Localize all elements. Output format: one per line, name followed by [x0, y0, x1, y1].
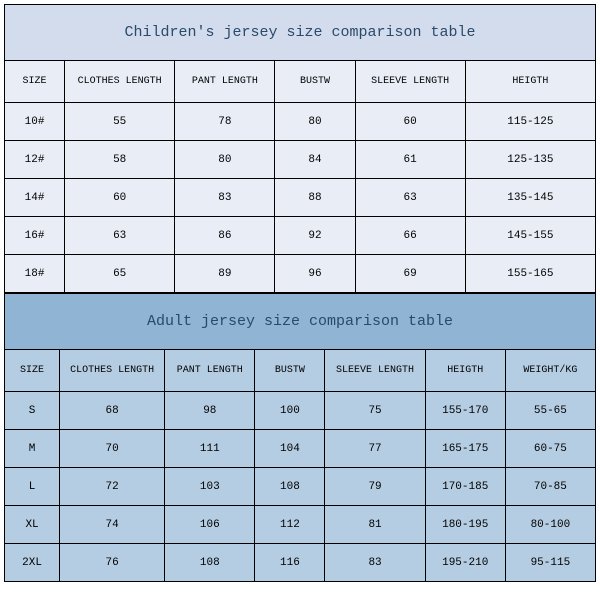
cell: 61 — [355, 141, 465, 179]
cell: 60 — [355, 103, 465, 141]
children-header-row: SIZECLOTHES LENGTHPANT LENGTHBUSTWSLEEVE… — [5, 61, 596, 103]
cell: 155-165 — [465, 255, 595, 293]
cell: 125-135 — [465, 141, 595, 179]
cell: 66 — [355, 217, 465, 255]
cell: 83 — [325, 544, 425, 582]
cell: 63 — [65, 217, 175, 255]
cell: 78 — [175, 103, 275, 141]
cell: 155-170 — [425, 392, 505, 430]
cell: 83 — [175, 179, 275, 217]
cell: 70-85 — [505, 468, 595, 506]
cell: 89 — [175, 255, 275, 293]
col-header: PANT LENGTH — [175, 61, 275, 103]
cell: 170-185 — [425, 468, 505, 506]
col-header: HEIGTH — [465, 61, 595, 103]
cell: 103 — [165, 468, 255, 506]
cell: 88 — [275, 179, 355, 217]
adult-title-row: Adult jersey size comparison table — [5, 294, 596, 350]
cell: L — [5, 468, 60, 506]
cell: 98 — [165, 392, 255, 430]
cell: 75 — [325, 392, 425, 430]
size-tables-container: Children's jersey size comparison table … — [0, 0, 600, 586]
cell: 77 — [325, 430, 425, 468]
cell: 55 — [65, 103, 175, 141]
table-row: 12#58808461125-135 — [5, 141, 596, 179]
cell: 86 — [175, 217, 275, 255]
table-row: 16#63869266145-155 — [5, 217, 596, 255]
adult-size-table: Adult jersey size comparison table SIZEC… — [4, 293, 596, 582]
col-header: PANT LENGTH — [165, 350, 255, 392]
table-row: 18#65899669155-165 — [5, 255, 596, 293]
col-header: CLOTHES LENGTH — [60, 350, 165, 392]
children-body: 10#55788060115-12512#58808461125-13514#6… — [5, 103, 596, 293]
cell: 80 — [175, 141, 275, 179]
cell: 100 — [255, 392, 325, 430]
cell: 10# — [5, 103, 65, 141]
adult-title: Adult jersey size comparison table — [5, 294, 596, 350]
cell: 65 — [65, 255, 175, 293]
cell: 76 — [60, 544, 165, 582]
cell: 108 — [165, 544, 255, 582]
cell: 165-175 — [425, 430, 505, 468]
cell: 70 — [60, 430, 165, 468]
cell: 104 — [255, 430, 325, 468]
adult-header-row: SIZECLOTHES LENGTHPANT LENGTHBUSTWSLEEVE… — [5, 350, 596, 392]
cell: 135-145 — [465, 179, 595, 217]
col-header: BUSTW — [255, 350, 325, 392]
col-header: WEIGHT/KG — [505, 350, 595, 392]
cell: 16# — [5, 217, 65, 255]
table-row: 2XL7610811683195-21095-115 — [5, 544, 596, 582]
cell: 111 — [165, 430, 255, 468]
table-row: S689810075155-17055-65 — [5, 392, 596, 430]
cell: 74 — [60, 506, 165, 544]
cell: 60 — [65, 179, 175, 217]
table-row: 10#55788060115-125 — [5, 103, 596, 141]
cell: 116 — [255, 544, 325, 582]
cell: 58 — [65, 141, 175, 179]
cell: 95-115 — [505, 544, 595, 582]
cell: 108 — [255, 468, 325, 506]
cell: 12# — [5, 141, 65, 179]
children-title-row: Children's jersey size comparison table — [5, 5, 596, 61]
cell: 80-100 — [505, 506, 595, 544]
cell: 68 — [60, 392, 165, 430]
cell: 195-210 — [425, 544, 505, 582]
col-header: SLEEVE LENGTH — [325, 350, 425, 392]
cell: 72 — [60, 468, 165, 506]
cell: 112 — [255, 506, 325, 544]
cell: 18# — [5, 255, 65, 293]
cell: 79 — [325, 468, 425, 506]
col-header: SIZE — [5, 350, 60, 392]
cell: 145-155 — [465, 217, 595, 255]
cell: 2XL — [5, 544, 60, 582]
col-header: SIZE — [5, 61, 65, 103]
col-header: BUSTW — [275, 61, 355, 103]
cell: 63 — [355, 179, 465, 217]
cell: 84 — [275, 141, 355, 179]
cell: M — [5, 430, 60, 468]
cell: 106 — [165, 506, 255, 544]
cell: 80 — [275, 103, 355, 141]
adult-body: S689810075155-17055-65M7011110477165-175… — [5, 392, 596, 582]
table-row: XL7410611281180-19580-100 — [5, 506, 596, 544]
cell: 81 — [325, 506, 425, 544]
cell: S — [5, 392, 60, 430]
table-row: L7210310879170-18570-85 — [5, 468, 596, 506]
cell: 55-65 — [505, 392, 595, 430]
cell: 96 — [275, 255, 355, 293]
table-row: M7011110477165-17560-75 — [5, 430, 596, 468]
children-title: Children's jersey size comparison table — [5, 5, 596, 61]
cell: 69 — [355, 255, 465, 293]
cell: 115-125 — [465, 103, 595, 141]
children-size-table: Children's jersey size comparison table … — [4, 4, 596, 293]
cell: 92 — [275, 217, 355, 255]
col-header: SLEEVE LENGTH — [355, 61, 465, 103]
cell: 14# — [5, 179, 65, 217]
col-header: HEIGTH — [425, 350, 505, 392]
cell: XL — [5, 506, 60, 544]
col-header: CLOTHES LENGTH — [65, 61, 175, 103]
table-row: 14#60838863135-145 — [5, 179, 596, 217]
cell: 60-75 — [505, 430, 595, 468]
cell: 180-195 — [425, 506, 505, 544]
